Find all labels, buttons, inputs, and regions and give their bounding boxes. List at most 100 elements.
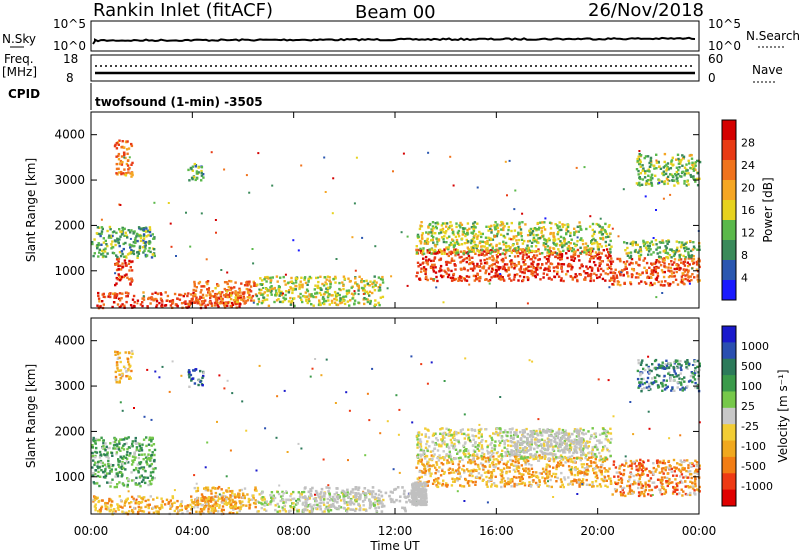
power-echo-cell <box>556 232 559 236</box>
power-echo-cell <box>130 144 134 148</box>
power-echo-cell <box>510 229 513 233</box>
velocity-echo-cell <box>492 482 496 485</box>
velocity-echo-cell <box>210 509 213 513</box>
velocity-echo-cell <box>129 505 132 509</box>
power-echo-cell <box>151 297 154 300</box>
power-echo-cell <box>686 261 689 264</box>
velocity-echo-cell <box>209 500 213 503</box>
power-echo-cell <box>457 235 461 238</box>
velocity-echo-cell <box>478 430 481 434</box>
power-echo-cell <box>415 251 419 254</box>
power-echo-cell <box>675 263 678 267</box>
power-echo-cell <box>292 282 295 285</box>
power-echo-cell <box>601 238 605 241</box>
power-echo-cell <box>685 268 688 272</box>
power-echo-cell <box>656 274 660 278</box>
power-echo-cell <box>682 243 685 246</box>
power-echo-cell <box>686 180 689 183</box>
power-echo-cell <box>655 209 657 211</box>
power-echo-cell <box>195 296 198 299</box>
power-echo-cell <box>652 243 655 246</box>
power-echo-cell <box>456 251 460 254</box>
power-echo-cell <box>482 265 486 268</box>
power-echo-cell <box>474 233 477 236</box>
velocity-echo-cell <box>225 503 228 506</box>
velocity-echo-cell <box>284 501 288 504</box>
power-echo-cell <box>521 251 524 254</box>
velocity-echo-cell <box>104 468 107 471</box>
velocity-echo-cell <box>106 472 109 475</box>
power-echo-cell <box>601 277 605 281</box>
velocity-echo-cell <box>458 441 461 445</box>
power-echo-cell <box>507 266 510 269</box>
power-echo-cell <box>102 255 105 258</box>
velocity-echo-cell <box>136 463 139 466</box>
power-echo-cell <box>470 231 473 234</box>
velocity-echo-cell <box>520 464 523 467</box>
power-echo-cell <box>503 236 507 239</box>
velocity-echo-cell <box>431 482 435 485</box>
velocity-echo-cell <box>238 500 241 503</box>
power-echo-cell <box>534 275 537 279</box>
velocity-echo-cell <box>295 508 299 511</box>
power-echo-cell <box>541 221 544 224</box>
power-echo-cell <box>671 174 674 178</box>
velocity-echo-cell <box>455 439 458 442</box>
velocity-echo-cell <box>518 472 521 475</box>
power-echo-cell <box>250 299 253 302</box>
power-echo-cell <box>113 296 116 299</box>
velocity-echo-cell <box>254 502 257 505</box>
velocity-echo-cell <box>209 497 212 500</box>
power-echo-cell <box>527 269 530 273</box>
power-echo-cell <box>598 243 602 246</box>
velocity-echo-cell <box>457 431 460 435</box>
power-echo-cell <box>456 231 460 234</box>
power-echo-cell <box>666 175 670 178</box>
power-echo-cell <box>324 191 327 193</box>
velocity-echo-cell <box>216 487 220 490</box>
power-echo-cell <box>654 239 658 242</box>
velocity-echo-cell <box>418 470 421 473</box>
power-echo-cell <box>662 166 665 169</box>
velocity-echo-cell <box>277 505 281 508</box>
velocity-echo-cell <box>117 440 121 443</box>
velocity-echo-cell <box>279 495 283 498</box>
power-echo-cell <box>257 300 261 303</box>
power-echo-cell <box>374 299 377 302</box>
power-echo-cell <box>579 238 582 242</box>
power-echo-cell <box>218 291 221 294</box>
power-echo-cell <box>686 279 690 282</box>
power-echo-cell <box>449 155 452 158</box>
velocity-echo-cell <box>563 436 566 440</box>
power-echo-cell <box>662 275 666 279</box>
power-echo-cell <box>199 295 202 299</box>
power-echo-cell <box>586 267 589 270</box>
power-echo-cell <box>668 254 672 257</box>
power-echo-cell <box>647 174 650 177</box>
power-echo-cell <box>594 251 598 254</box>
power-echo-cell <box>246 283 249 286</box>
power-echo-cell <box>338 281 341 285</box>
velocity-echo-cell <box>340 491 344 494</box>
power-echo-cell <box>626 271 629 274</box>
velocity-echo-cell <box>598 433 602 436</box>
power-echo-cell <box>450 259 453 262</box>
velocity-echo-cell <box>567 483 570 486</box>
power-echo-cell <box>263 298 266 302</box>
power-echo-cell <box>144 247 147 250</box>
velocity-echo-cell <box>601 460 605 464</box>
power-echo-cell <box>684 256 687 259</box>
power-echo-cell <box>424 270 427 274</box>
power-echo-cell <box>226 301 230 304</box>
power-echo-cell <box>644 182 648 185</box>
power-echo-cell <box>287 300 291 303</box>
power-echo-cell <box>119 254 123 258</box>
power-echo-cell <box>206 288 209 291</box>
velocity-echo-cell <box>551 458 554 461</box>
velocity-echo-cell <box>141 443 144 446</box>
velocity-echo-cell <box>505 454 509 457</box>
velocity-echo-cell <box>142 438 146 441</box>
power-echo-cell <box>658 181 661 184</box>
velocity-echo-cell <box>112 464 115 467</box>
power-echo-cell <box>351 297 354 300</box>
